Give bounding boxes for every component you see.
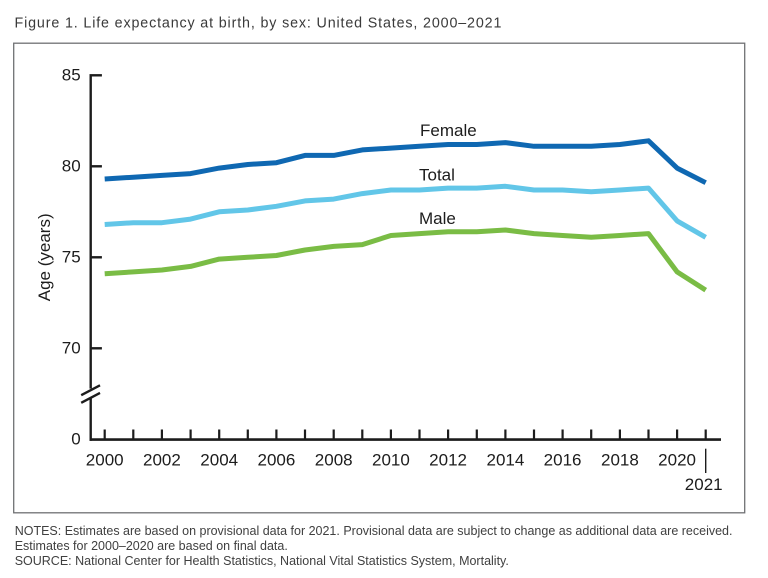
svg-text:2021: 2021 bbox=[685, 475, 723, 494]
svg-text:2012: 2012 bbox=[429, 451, 467, 470]
svg-text:2008: 2008 bbox=[315, 451, 353, 470]
svg-text:80: 80 bbox=[62, 156, 81, 175]
svg-text:2016: 2016 bbox=[544, 451, 582, 470]
svg-text:0: 0 bbox=[71, 430, 80, 449]
svg-text:SOURCE: National Center for He: SOURCE: National Center for Health Stati… bbox=[15, 554, 509, 568]
svg-text:2020: 2020 bbox=[658, 451, 696, 470]
svg-text:70: 70 bbox=[62, 338, 81, 357]
svg-text:2004: 2004 bbox=[200, 451, 238, 470]
svg-text:2010: 2010 bbox=[372, 451, 410, 470]
svg-text:2002: 2002 bbox=[143, 451, 181, 470]
svg-text:2014: 2014 bbox=[486, 451, 524, 470]
svg-text:Female: Female bbox=[420, 121, 477, 140]
svg-text:75: 75 bbox=[62, 247, 81, 266]
svg-text:Figure 1. Life expectancy at b: Figure 1. Life expectancy at birth, by s… bbox=[15, 15, 503, 31]
svg-text:2018: 2018 bbox=[601, 451, 639, 470]
svg-text:85: 85 bbox=[62, 65, 81, 84]
svg-text:Estimates for 2000–2020 are ba: Estimates for 2000–2020 are based on fin… bbox=[15, 539, 288, 553]
svg-text:NOTES: Estimates are based on: NOTES: Estimates are based on provisiona… bbox=[15, 524, 733, 538]
svg-text:2006: 2006 bbox=[257, 451, 295, 470]
svg-text:Total: Total bbox=[419, 166, 455, 185]
svg-text:2000: 2000 bbox=[86, 451, 124, 470]
svg-text:Male: Male bbox=[419, 209, 456, 228]
svg-text:Age (years): Age (years) bbox=[35, 213, 54, 301]
